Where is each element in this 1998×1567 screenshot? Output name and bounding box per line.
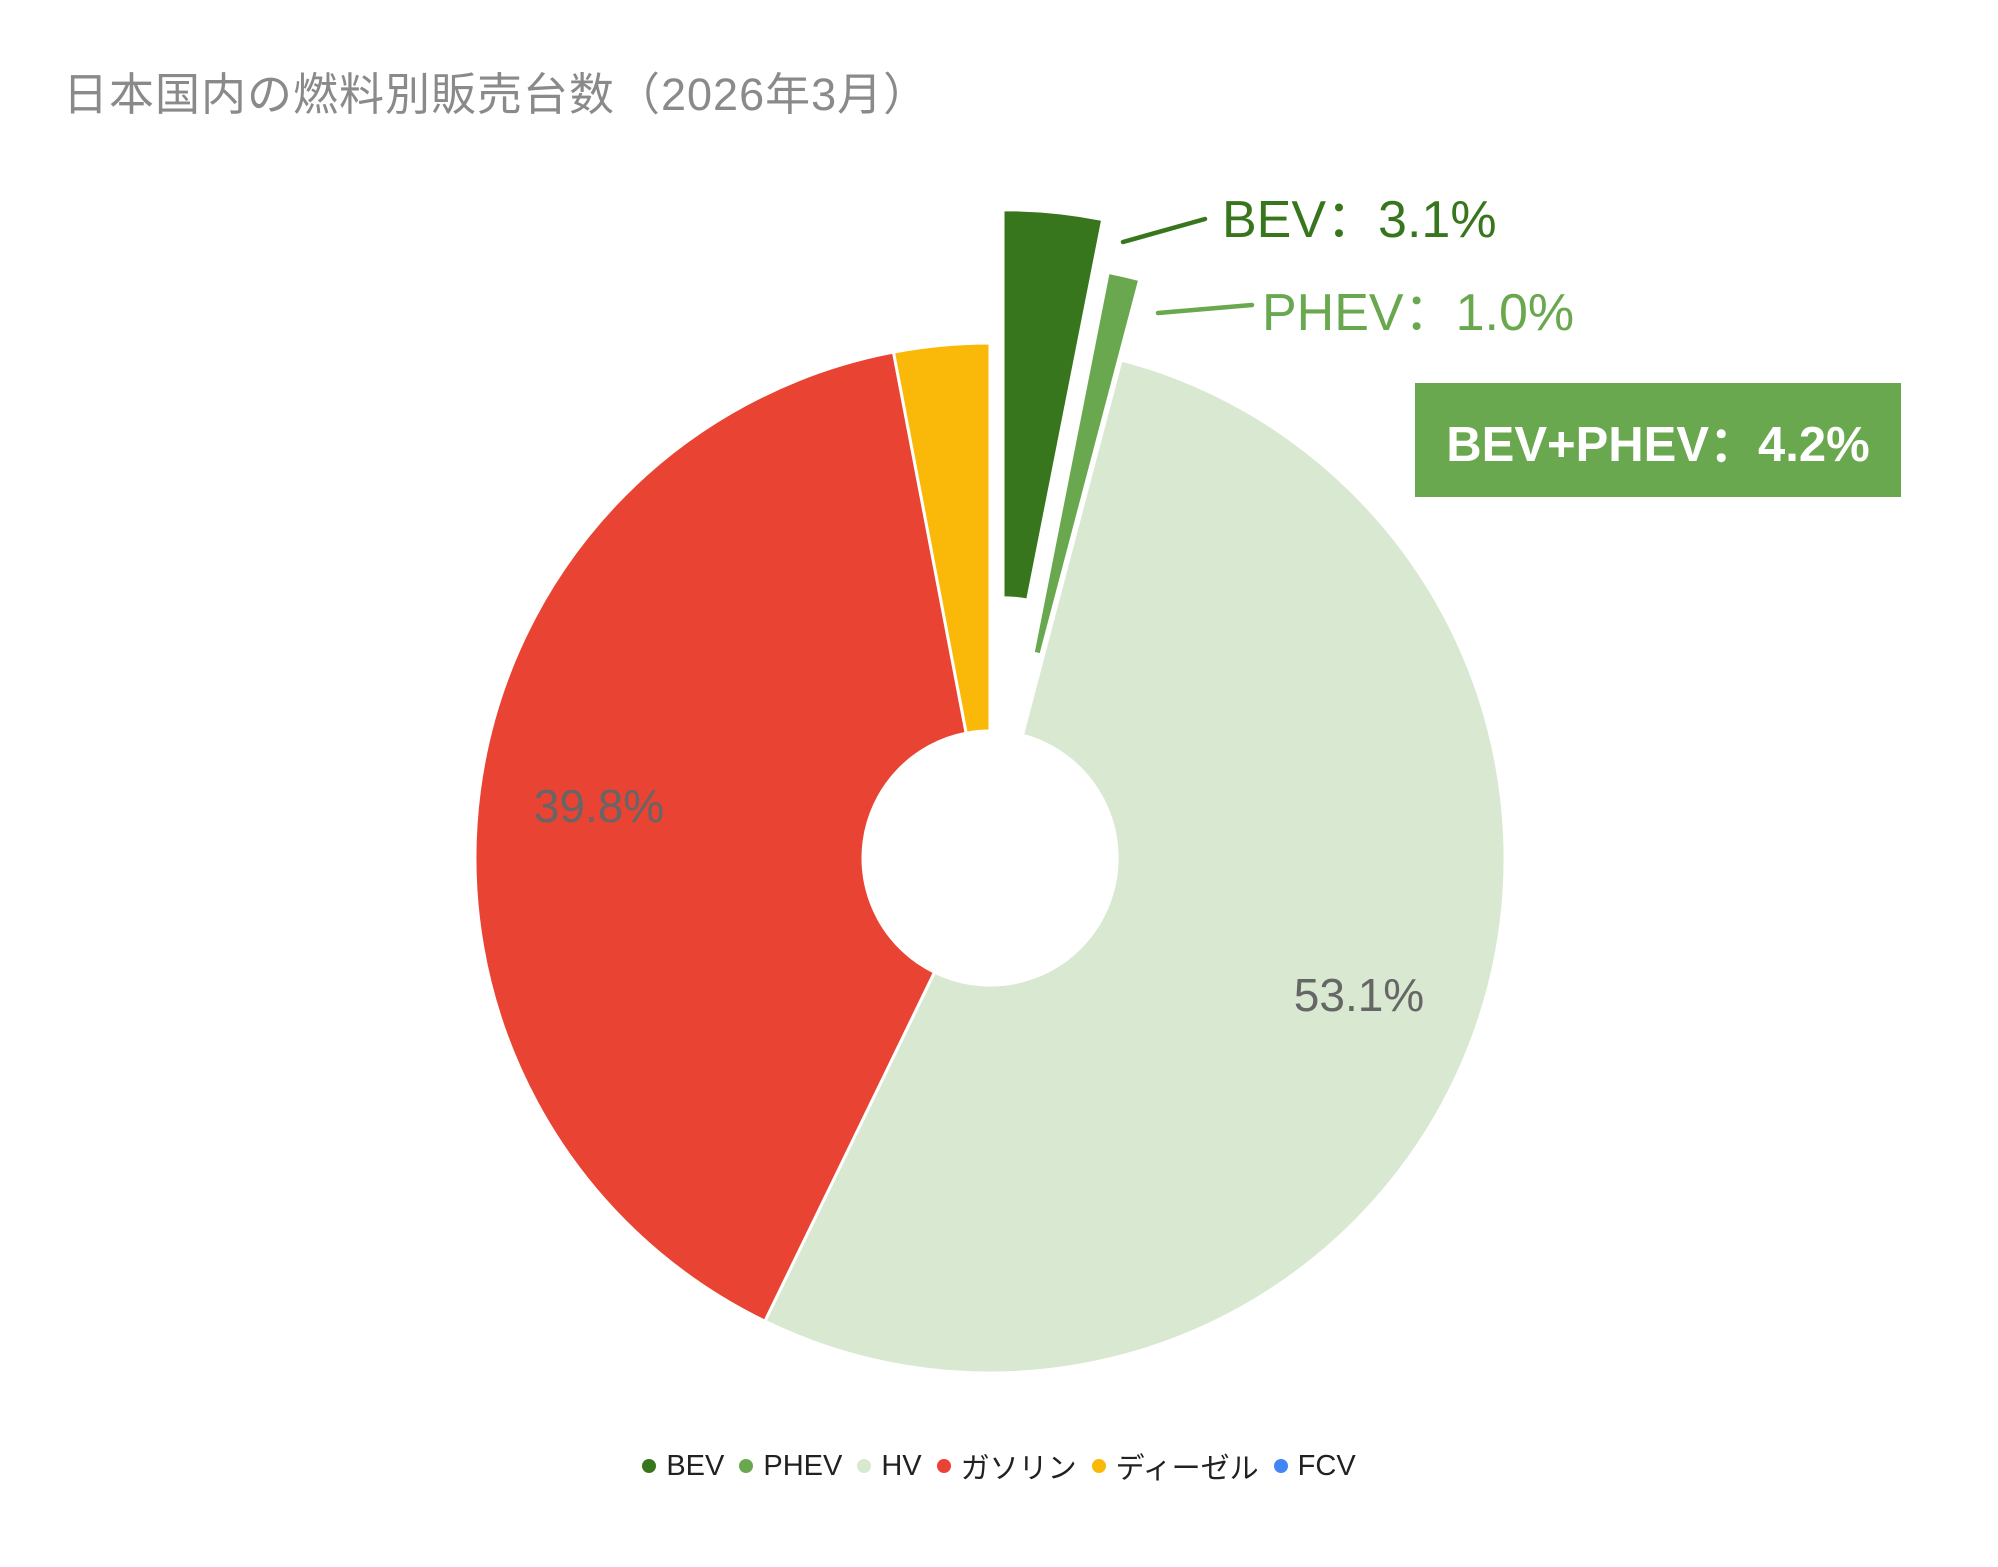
pie-slice-PHEV	[1031, 270, 1142, 657]
legend-item-FCV: FCV	[1273, 1449, 1356, 1483]
pie-slice-BEV	[1001, 208, 1105, 602]
pie-slice-ディーゼル	[892, 341, 992, 735]
bev-phev-total-badge: BEV+PHEV：4.2%	[1415, 383, 1901, 497]
legend-dot-PHEV	[739, 1459, 754, 1473]
legend-item-PHEV: PHEV	[739, 1450, 842, 1483]
legend-label-ディーゼル: ディーゼル	[1115, 1453, 1259, 1485]
legend-item-ガソリン: ガソリン	[936, 1445, 1077, 1487]
legend-dot-FCV	[1273, 1459, 1288, 1473]
legend-dot-HV	[857, 1459, 872, 1473]
legend-dot-BEV	[642, 1459, 657, 1473]
legend-label-PHEV: PHEV	[763, 1449, 843, 1482]
chart-title: 日本国内の燃料別販売台数（2026年3月）	[63, 69, 930, 120]
chart-legend: BEV PHEV HV ガソリン ディーゼル FCV	[0, 1444, 1998, 1488]
legend-item-ディーゼル: ディーゼル	[1091, 1445, 1259, 1487]
legend-item-HV: HV	[857, 1449, 922, 1483]
callout-leader-line-PHEV	[1155, 302, 1255, 316]
pie-slice-HV	[763, 358, 1507, 1375]
legend-label-BEV: BEV	[666, 1449, 725, 1482]
legend-item-BEV: BEV	[642, 1450, 724, 1483]
legend-label-FCV: FCV	[1297, 1449, 1356, 1482]
pie-slice-ガソリン	[473, 350, 968, 1323]
callout-leader-line-BEV	[1120, 216, 1208, 245]
legend-dot-ガソリン	[936, 1459, 951, 1473]
slice-value-label-HV: 53.1%	[1294, 969, 1424, 1021]
slice-value-label-ガソリン: 39.8%	[534, 780, 664, 832]
callout-label-PHEV: PHEV：1.0%	[1262, 284, 1574, 342]
legend-dot-ディーゼル	[1091, 1459, 1106, 1473]
callout-label-BEV: BEV：3.1%	[1222, 191, 1497, 249]
legend-label-HV: HV	[881, 1449, 922, 1482]
legend-label-ガソリン: ガソリン	[960, 1453, 1077, 1485]
